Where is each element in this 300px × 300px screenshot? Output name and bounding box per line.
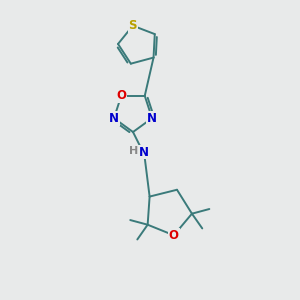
Text: H: H xyxy=(129,146,139,156)
Text: N: N xyxy=(147,112,157,125)
Text: O: O xyxy=(169,229,179,242)
Text: N: N xyxy=(139,146,149,158)
Text: O: O xyxy=(116,89,126,102)
Text: N: N xyxy=(109,112,119,125)
Text: S: S xyxy=(129,19,137,32)
